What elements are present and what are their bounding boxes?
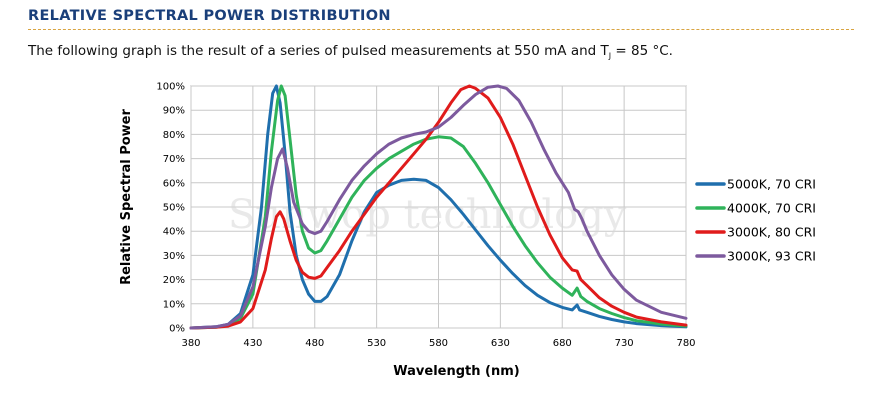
y-tick-label: 80% bbox=[163, 130, 185, 141]
x-tick-label: 580 bbox=[429, 338, 448, 349]
y-tick-label: 40% bbox=[163, 227, 185, 238]
series-line-1 bbox=[189, 84, 688, 330]
series-lines bbox=[189, 84, 688, 330]
legend-label: 4000K, 70 CRI bbox=[727, 201, 816, 216]
caption-subscript: J bbox=[608, 51, 612, 61]
x-tick-label: 380 bbox=[181, 338, 200, 349]
caption-text: The following graph is the result of a s… bbox=[28, 43, 609, 59]
series-line-2 bbox=[189, 84, 688, 330]
x-tick-label: 630 bbox=[491, 338, 510, 349]
legend-label: 5000K, 70 CRI bbox=[727, 177, 816, 192]
y-tick-label: 60% bbox=[163, 178, 185, 189]
y-tick-label: 0% bbox=[169, 324, 185, 335]
y-tick-label: 70% bbox=[163, 154, 185, 165]
y-tick-label: 50% bbox=[163, 203, 185, 214]
x-axis-title: Wavelength (nm) bbox=[393, 364, 519, 379]
y-tick-label: 20% bbox=[163, 275, 185, 286]
x-tick-label: 530 bbox=[367, 338, 386, 349]
series-line-0 bbox=[189, 84, 688, 330]
x-tick-label: 680 bbox=[553, 338, 572, 349]
y-tick-label: 10% bbox=[163, 299, 185, 310]
y-tick-label: 30% bbox=[163, 251, 185, 262]
chart-caption: The following graph is the result of a s… bbox=[28, 43, 673, 61]
y-axis-title: Relative Spectral Power bbox=[119, 109, 134, 285]
series-line-3 bbox=[189, 84, 688, 330]
x-tick-label: 730 bbox=[615, 338, 634, 349]
x-tick-label: 780 bbox=[676, 338, 695, 349]
section-title: RELATIVE SPECTRAL POWER DISTRIBUTION bbox=[28, 8, 391, 24]
legend-label: 3000K, 93 CRI bbox=[727, 249, 816, 264]
title-divider bbox=[28, 29, 854, 30]
y-axis-ticks: 0% 10% 20% 30% 40% 50% 60% 70% 80% 90% 100% bbox=[156, 82, 185, 335]
x-axis-ticks: 380 430 480 530 580 630 680 730 780 bbox=[181, 338, 695, 349]
chart-legend: 5000K, 70 CRI 4000K, 70 CRI 3000K, 80 CRI 3… bbox=[695, 177, 816, 264]
legend-label: 3000K, 80 CRI bbox=[727, 225, 816, 240]
y-tick-label: 100% bbox=[156, 82, 185, 93]
caption-text-end: = 85 °C. bbox=[611, 43, 673, 59]
x-tick-label: 430 bbox=[243, 338, 262, 349]
y-tick-label: 90% bbox=[163, 106, 185, 117]
x-tick-label: 480 bbox=[305, 338, 324, 349]
grid-lines bbox=[190, 85, 687, 329]
